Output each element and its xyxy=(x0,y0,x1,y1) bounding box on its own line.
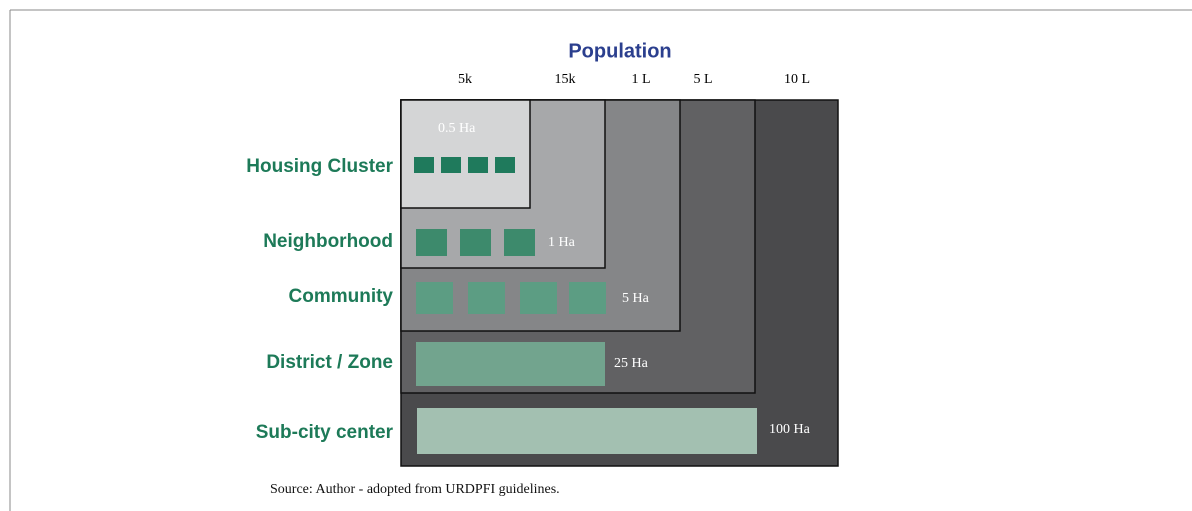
neighborhood-units xyxy=(416,229,535,256)
unit xyxy=(416,229,447,256)
source-note: Source: Author - adopted from URDPFI gui… xyxy=(270,482,560,497)
row-label: Housing Cluster xyxy=(246,156,393,177)
community-units xyxy=(416,282,606,314)
unit xyxy=(569,282,606,314)
column-label: 15k xyxy=(555,72,576,87)
row-label: District / Zone xyxy=(266,352,393,373)
column-label: 5 L xyxy=(693,72,712,87)
unit xyxy=(520,282,557,314)
unit xyxy=(468,282,505,314)
unit xyxy=(504,229,535,256)
column-label: 1 L xyxy=(631,72,650,87)
area-label: 100 Ha xyxy=(769,422,811,437)
row-label: Community xyxy=(289,286,394,307)
title: Population xyxy=(568,40,671,62)
district-unit xyxy=(416,342,605,386)
housing-units xyxy=(414,157,515,173)
subcity-unit xyxy=(417,408,757,454)
unit xyxy=(441,157,461,173)
area-label: 0.5 Ha xyxy=(438,121,476,136)
row-label: Sub-city center xyxy=(256,422,394,443)
unit xyxy=(460,229,491,256)
row-label: Neighborhood xyxy=(263,231,393,252)
unit xyxy=(495,157,515,173)
column-label: 5k xyxy=(458,72,472,87)
area-label: 1 Ha xyxy=(548,235,576,250)
area-label: 5 Ha xyxy=(622,291,650,306)
unit xyxy=(416,282,453,314)
column-label: 10 L xyxy=(784,72,810,87)
unit xyxy=(468,157,488,173)
area-label: 25 Ha xyxy=(614,356,649,371)
zone-box xyxy=(400,99,531,209)
unit xyxy=(414,157,434,173)
